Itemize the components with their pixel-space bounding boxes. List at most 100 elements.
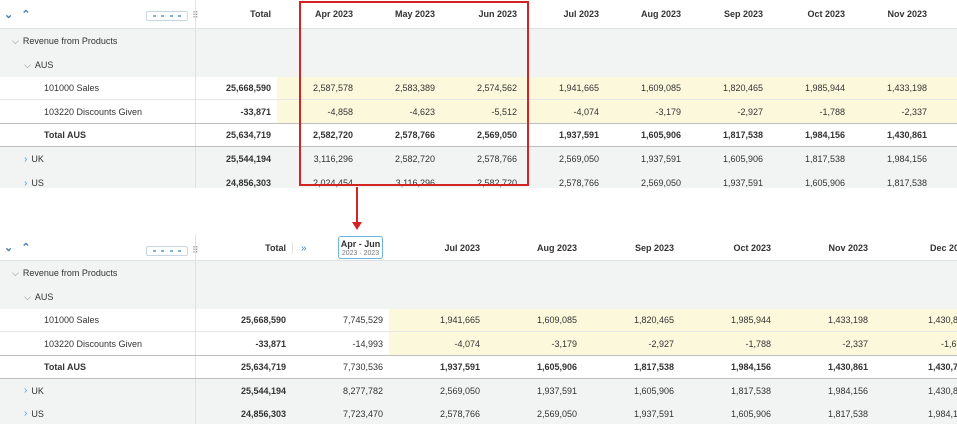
cell-value: 2,578,766	[476, 154, 517, 164]
uk-row[interactable]: › UK 25,544,194 3,116,296 2,582,720 2,57…	[0, 147, 957, 171]
chevron-down-icon[interactable]: ⌵	[12, 267, 19, 278]
month-header[interactable]: Dec 2023	[930, 242, 957, 253]
double-chevron-down-icon[interactable]: ⌄	[4, 8, 14, 21]
grid-after: ⌄ ⌃ ⠿ Total » Apr - Jun 2023 · 2023 Jul …	[0, 235, 957, 424]
cell-value[interactable]: 1,820,465	[687, 77, 769, 99]
cell-value: 2,569,050	[476, 130, 517, 140]
month-header[interactable]: Sep 2023	[634, 242, 674, 253]
group-row[interactable]: ⌵ Revenue from Products	[0, 29, 957, 53]
cell-value: 1,937,591	[640, 154, 681, 164]
month-header[interactable]: Oct 2023	[807, 9, 845, 19]
cell-value[interactable]: 1,941,665	[389, 309, 486, 331]
cell-value: 1,430,861	[827, 362, 868, 372]
expand-columns-icon[interactable]: »	[292, 243, 307, 254]
cell-value[interactable]: 2,587,578	[277, 77, 359, 99]
chevron-right-icon[interactable]: ›	[24, 153, 28, 165]
month-header[interactable]: Oct 2023	[733, 242, 771, 253]
cell-value: 1,817,538	[827, 408, 868, 419]
cell-value: 1,937,591	[633, 408, 674, 419]
row-total: 24,856,303	[195, 402, 292, 424]
column-mode-toggle[interactable]	[146, 246, 188, 256]
month-header[interactable]: Jul 2023	[444, 242, 480, 253]
chevron-right-icon[interactable]: ›	[24, 408, 28, 419]
chevron-down-icon[interactable]: ⌵	[24, 59, 31, 70]
double-chevron-up-icon[interactable]: ⌃	[21, 8, 31, 21]
total-row: Total AUS 25,634,719 7,730,536 1,937,591…	[0, 355, 957, 379]
cell-value[interactable]: 1,433,198	[777, 309, 874, 331]
chevron-down-icon[interactable]: ⌵	[12, 35, 19, 46]
cell-value: 1,817,538	[722, 130, 763, 140]
cell-value[interactable]: 1,985,944	[680, 309, 777, 331]
cell-value[interactable]: -5,512	[441, 100, 523, 123]
cell-value[interactable]: 1,609,085	[605, 77, 687, 99]
aus-label: AUS	[34, 292, 54, 302]
collapsed-value: 7,723,470	[342, 408, 383, 419]
row-total: -33,871	[195, 332, 292, 355]
month-header[interactable]: Sep 2023	[723, 9, 763, 19]
cell-value[interactable]: -1,695	[874, 332, 957, 355]
us-row[interactable]: › US 24,856,303 2,024,454 3,116,296 2,58…	[0, 171, 957, 188]
cell-value[interactable]: 1,985,944	[769, 77, 851, 99]
aus-label: AUS	[34, 60, 54, 70]
month-header[interactable]: Nov 2023	[828, 242, 868, 253]
cell-value[interactable]: -4,858	[277, 100, 359, 123]
month-header[interactable]: May 2023	[394, 9, 435, 19]
cell-value[interactable]: -3,179	[605, 100, 687, 123]
cell-value[interactable]: 1,820,465	[583, 309, 680, 331]
total-header[interactable]: Total	[195, 0, 277, 28]
month-header[interactable]: Jun 2023	[478, 9, 517, 19]
cell-value[interactable]: 1,433,198	[851, 77, 957, 99]
group-label: Revenue from Products	[22, 268, 118, 278]
column-mode-toggle[interactable]	[146, 11, 188, 21]
total-row: Total AUS 25,634,719 2,582,720 2,578,766…	[0, 123, 957, 147]
us-row[interactable]: › US 24,856,303 7,723,470 2,578,766 2,56…	[0, 402, 957, 424]
cell-value: 2,582,720	[394, 154, 435, 164]
cell-value[interactable]: 2,583,389	[359, 77, 441, 99]
cell-value: 1,430,728	[928, 362, 957, 372]
cell-value[interactable]: -2,337	[851, 100, 957, 123]
double-chevron-down-icon[interactable]: ⌄	[4, 242, 14, 254]
aus-row[interactable]: ⌵ AUS	[0, 53, 957, 77]
arrow-line	[356, 187, 358, 225]
collapsed-label: Apr - Jun	[340, 238, 381, 249]
row-label: 103220 Discounts Given	[44, 338, 143, 349]
cell-value: 2,582,720	[476, 178, 517, 188]
month-header[interactable]: Nov 2023	[887, 9, 927, 19]
double-chevron-up-icon[interactable]: ⌃	[21, 242, 31, 254]
cell-value[interactable]: 1,941,665	[523, 77, 605, 99]
month-header[interactable]: Aug 2023	[536, 242, 577, 253]
cell-value: 2,569,050	[558, 154, 599, 164]
month-header[interactable]: Apr 2023	[314, 9, 353, 19]
cell-value[interactable]: -2,337	[777, 332, 874, 355]
cell-value: 1,984,156	[730, 362, 771, 372]
total-header[interactable]: Total	[195, 235, 292, 260]
cell-value[interactable]: -4,623	[359, 100, 441, 123]
collapsed-sub: 2023 · 2023	[341, 249, 380, 257]
cell-value[interactable]: -2,927	[687, 100, 769, 123]
uk-row[interactable]: › UK 25,544,194 8,277,782 2,569,050 1,93…	[0, 379, 957, 402]
cell-value[interactable]: -1,788	[769, 100, 851, 123]
aus-row[interactable]: ⌵ AUS	[0, 285, 957, 309]
cell-value[interactable]: 2,574,562	[441, 77, 523, 99]
cell-value: 1,605,906	[640, 130, 681, 140]
cell-value: 1,430,861	[886, 130, 927, 140]
cell-value[interactable]: 1,609,085	[486, 309, 583, 331]
chevron-right-icon[interactable]: ›	[24, 177, 28, 189]
collapsed-quarter-header[interactable]: Apr - Jun 2023 · 2023	[338, 236, 383, 259]
cell-value: 1,817,538	[886, 178, 927, 188]
chevron-down-icon[interactable]: ⌵	[24, 291, 31, 302]
cell-value[interactable]: -1,788	[680, 332, 777, 355]
month-header[interactable]: Jul 2023	[563, 9, 599, 19]
grid-before: ⌄ ⌃ ⠿ Total Apr 2023 May 2023 Jun 2023 J…	[0, 0, 957, 188]
cell-value[interactable]: -4,074	[389, 332, 486, 355]
cell-value[interactable]: -3,179	[486, 332, 583, 355]
cell-value: 1,984,156	[827, 385, 868, 396]
month-header[interactable]: Aug 2023	[640, 9, 681, 19]
cell-value[interactable]: -2,927	[583, 332, 680, 355]
chevron-right-icon[interactable]: ›	[24, 385, 28, 396]
group-row[interactable]: ⌵ Revenue from Products	[0, 261, 957, 285]
collapsed-value: -14,993	[352, 338, 383, 349]
cell-value[interactable]: 1,430,855	[874, 309, 957, 331]
cell-value[interactable]: -4,074	[523, 100, 605, 123]
cell-value: 1,937,591	[722, 178, 763, 188]
